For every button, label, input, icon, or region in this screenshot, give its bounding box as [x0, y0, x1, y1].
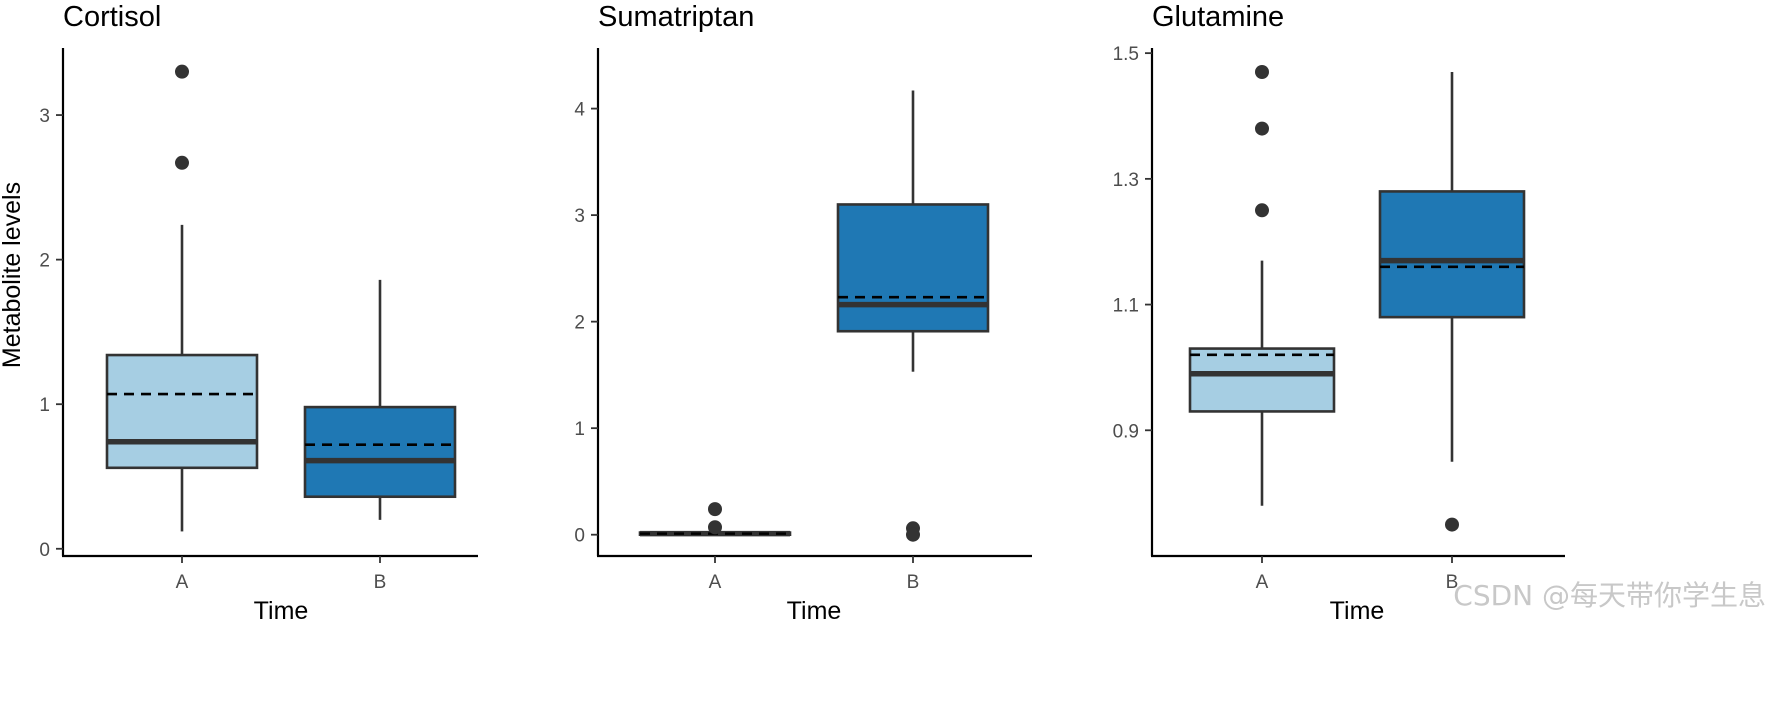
box-body [836, 203, 990, 333]
box-b [303, 279, 457, 520]
x-axis-title: Time [787, 597, 842, 625]
y-tick-label: 1.1 [1113, 296, 1139, 317]
outlier-point [175, 155, 189, 170]
box-b [1378, 72, 1526, 532]
y-tick-label: 0 [39, 540, 50, 561]
box-body [1188, 347, 1336, 413]
panel-cortisol: Cortisol 0 1 2 3 A B Time Metabolite levels [0, 1, 478, 625]
panel-title: Cortisol [63, 1, 161, 33]
box-a [105, 64, 259, 532]
y-tick-label: 3 [574, 206, 585, 227]
x-tick-label: A [176, 572, 189, 593]
y-tick-label: 1 [574, 419, 585, 440]
outlier-point [1255, 121, 1269, 136]
y-tick-label: 2 [39, 251, 50, 272]
x-axis-title: Time [254, 597, 309, 625]
panel-glutamine: Glutamine 0.9 1.1 1.3 1.5 A B Time [1113, 1, 1565, 625]
x-tick-label: B [374, 572, 387, 593]
y-tick-label: 3 [39, 106, 50, 127]
outlier-point [1255, 65, 1269, 79]
x-tick-label: A [1256, 572, 1269, 593]
x-axis-title: Time [1330, 597, 1385, 625]
x-tick-label: A [709, 572, 722, 593]
outlier-point [906, 527, 920, 542]
outlier-point [1445, 517, 1459, 532]
y-tick-label: 2 [574, 313, 585, 334]
y-tick-label: 4 [574, 100, 585, 121]
watermark-text: CSDN @每天带你学生息 [1453, 579, 1766, 612]
y-tick-label: 1.3 [1113, 170, 1139, 191]
y-axis-title: Metabolite levels [0, 182, 26, 368]
outlier-point [175, 64, 189, 79]
box-body [303, 405, 457, 499]
box-body [105, 353, 259, 470]
panel-title: Glutamine [1152, 1, 1284, 33]
y-tick-label: 1 [39, 395, 50, 416]
x-tick-label: B [907, 572, 920, 593]
y-tick-label: 0.9 [1113, 421, 1139, 442]
outlier-point [1255, 203, 1269, 218]
outlier-point [708, 502, 722, 517]
box-body [1378, 190, 1526, 319]
panel-title: Sumatriptan [598, 1, 754, 33]
panel-sumatriptan: Sumatriptan 0 1 2 3 4 A B Time [574, 1, 1032, 625]
outlier-point [708, 520, 722, 535]
box-a [1188, 65, 1336, 506]
panels: Cortisol 0 1 2 3 A B Time Metabolite levels Sumat… [0, 1, 1565, 625]
box-a [638, 502, 792, 537]
x-tick-label: B [1446, 572, 1459, 593]
box-b [836, 90, 990, 542]
y-tick-label: 1.5 [1113, 44, 1139, 65]
y-tick-label: 0 [574, 526, 585, 547]
